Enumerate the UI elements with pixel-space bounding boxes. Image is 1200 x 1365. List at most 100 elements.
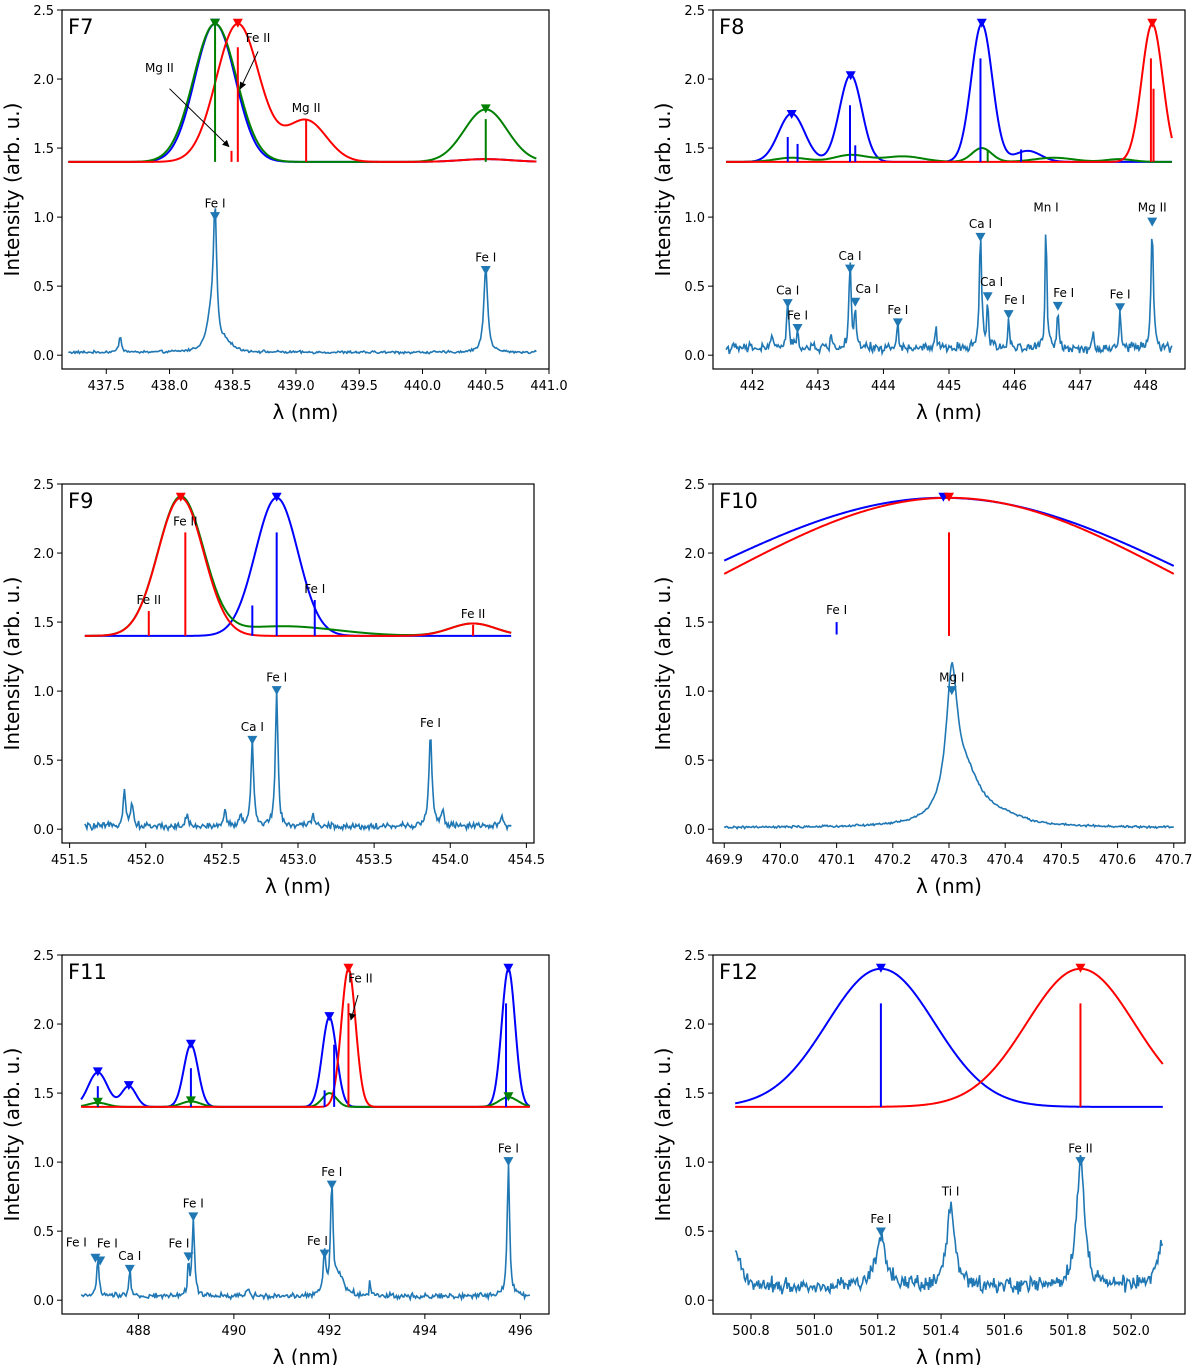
line-label: Fe I (1110, 288, 1131, 302)
line-label: Ca I (980, 275, 1003, 289)
line-label: Fe I (420, 716, 441, 730)
line-label: Ti I (941, 1184, 960, 1198)
line-label: Ca I (838, 249, 861, 263)
line-label: Fe I (205, 196, 226, 210)
line-label: Fe II (461, 607, 486, 621)
y-tick-label: 0.0 (33, 1294, 54, 1309)
line-label: Fe I (321, 1165, 342, 1179)
annotation-arrow (169, 88, 230, 148)
model-curve-red (726, 22, 1173, 163)
y-tick-label: 0.5 (684, 1225, 705, 1240)
model-curve-red (68, 22, 537, 163)
x-tick-label: 494 (412, 1324, 437, 1339)
peak-marker (480, 265, 491, 275)
y-axis-label: Intensity (arb. u.) (651, 577, 675, 751)
y-tick-label: 2.0 (684, 1018, 705, 1033)
y-tick-label: 2.5 (684, 949, 705, 964)
y-tick-label: 2.0 (684, 547, 705, 562)
y-tick-label: 0.0 (33, 349, 54, 364)
peak-marker (95, 1256, 106, 1266)
measured-spectrum (734, 1154, 1164, 1296)
panel-f10: Fe I Mg I 469.9 470.0 470.1 470.2 470.3 470.4 47… (651, 478, 1192, 898)
peak-marker (892, 318, 903, 328)
x-tick-label: 446 (1002, 379, 1027, 394)
line-label: Ca I (241, 720, 264, 734)
y-tick-label: 1.0 (684, 1156, 705, 1171)
peak-marker (850, 297, 861, 307)
x-tick-label: 447 (1068, 379, 1093, 394)
peak-marker (183, 1252, 194, 1262)
model-curve-blue (80, 967, 531, 1108)
x-tick-label: 492 (317, 1324, 342, 1339)
peak-marker (271, 492, 282, 502)
line-label: Fe I (826, 603, 847, 617)
x-tick-label: 502.0 (1113, 1324, 1150, 1339)
y-tick-label: 2.0 (33, 547, 54, 562)
x-tick-label: 440.5 (467, 379, 504, 394)
model-curve-red (81, 967, 530, 1108)
peak-marker (1115, 303, 1126, 313)
axes-frame (61, 483, 535, 844)
x-tick-label: 451.5 (51, 853, 88, 868)
y-tick-label: 2.5 (33, 949, 54, 964)
x-tick-label: 470.7 (1155, 853, 1192, 868)
x-tick-label: 470.0 (762, 853, 799, 868)
line-label: Mn I (1033, 201, 1058, 215)
y-tick-label: 2.5 (684, 4, 705, 19)
peak-marker (175, 492, 186, 502)
line-label: Ca I (969, 217, 992, 231)
line-label: Fe I (887, 303, 908, 317)
y-tick-label: 2.0 (33, 1018, 54, 1033)
line-label: Fe I (266, 670, 287, 684)
x-axis-label: λ (nm) (265, 874, 331, 898)
axes-frame (712, 9, 1186, 370)
line-label: Fe I (97, 1237, 118, 1251)
plot-area (725, 22, 1173, 357)
peak-marker (976, 18, 987, 28)
x-axis-label: λ (nm) (916, 400, 982, 424)
plot-area (723, 496, 1175, 830)
x-tick-label: 501.8 (1049, 1324, 1086, 1339)
plot-area (68, 22, 537, 356)
panel-title: F8 (719, 15, 744, 39)
peak-marker (271, 686, 282, 696)
peak-marker (845, 264, 856, 274)
y-tick-label: 1.5 (684, 142, 705, 157)
line-label: Fe I (66, 1235, 87, 1249)
peak-marker (324, 1012, 335, 1022)
peak-marker (1147, 217, 1158, 227)
panel-title: F7 (68, 15, 93, 39)
peak-marker (326, 1180, 337, 1190)
model-curve-green (80, 1092, 531, 1108)
line-label: Mg I (939, 670, 964, 684)
peak-marker (210, 18, 221, 28)
line-label: Fe I (787, 308, 808, 322)
x-tick-label: 442 (740, 379, 765, 394)
line-label: Fe I (1053, 286, 1074, 300)
x-tick-label: 439.5 (341, 379, 378, 394)
x-axis-label: λ (nm) (273, 1345, 339, 1365)
peak-marker (975, 232, 986, 242)
axes-frame (61, 954, 550, 1315)
line-label: Ca I (776, 283, 799, 297)
model-curve-red (735, 967, 1164, 1108)
line-label: Fe I (1004, 293, 1025, 307)
y-axis-label: Intensity (arb. u.) (0, 103, 24, 277)
peak-marker (90, 1253, 101, 1263)
line-label: Ca I (856, 282, 879, 296)
peak-marker (944, 492, 954, 502)
y-tick-label: 1.0 (684, 211, 705, 226)
y-tick-label: 0.5 (33, 754, 54, 769)
peak-marker (1003, 310, 1014, 320)
peak-marker (1075, 1157, 1086, 1167)
x-axis-label: λ (nm) (273, 400, 339, 424)
peak-marker (1075, 963, 1086, 973)
x-tick-label: 488 (126, 1324, 151, 1339)
peak-marker (185, 1096, 196, 1106)
x-tick-label: 445 (937, 379, 962, 394)
annotation-arrow (349, 994, 359, 1021)
x-tick-label: 440.0 (404, 379, 441, 394)
y-axis-label: Intensity (arb. u.) (0, 577, 24, 751)
panel-f8: Ca IFe ICa ICa IFe ICa ICa IFe IMn IFe I… (651, 4, 1186, 424)
x-tick-label: 469.9 (706, 853, 743, 868)
